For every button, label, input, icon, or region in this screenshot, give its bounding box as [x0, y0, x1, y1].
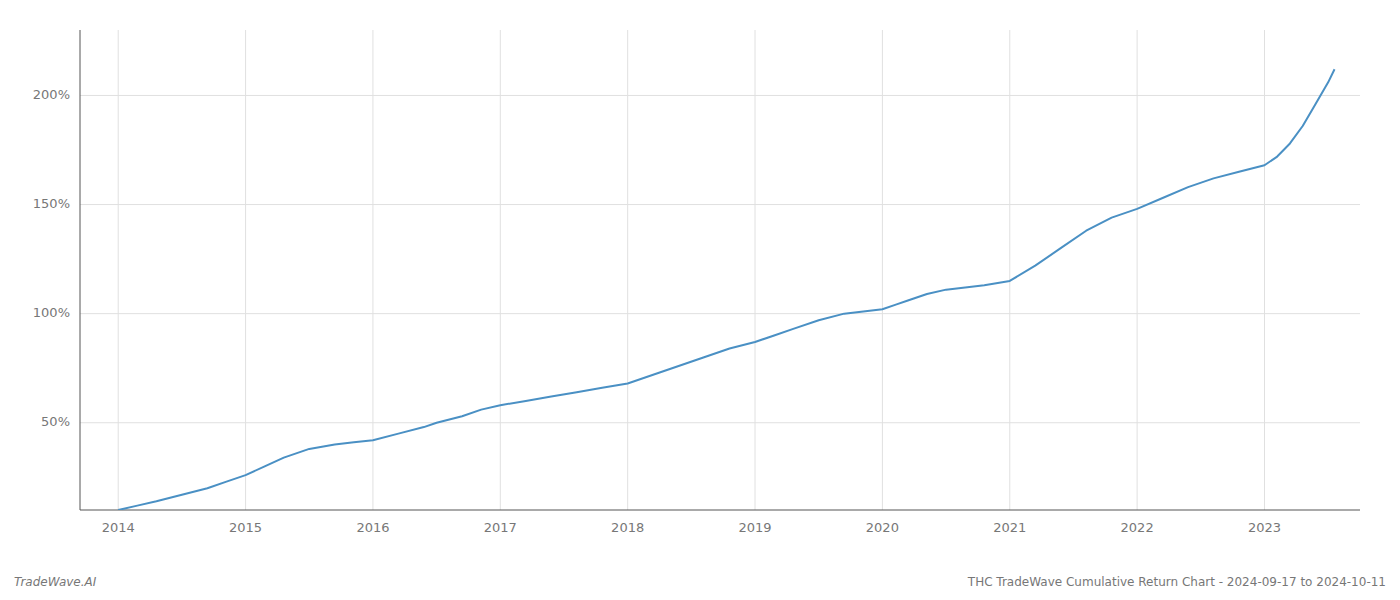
- x-tick-label: 2018: [611, 520, 644, 535]
- grid-line-x: [245, 30, 246, 510]
- y-tick-label: 150%: [33, 196, 70, 211]
- grid: [80, 30, 1360, 510]
- x-tick-label: 2023: [1248, 520, 1281, 535]
- y-axis-line: [80, 30, 81, 510]
- axes: 50% 100% 150% 200% 2014 2015 2016 2017 2018 2019 2…: [33, 30, 1360, 535]
- x-tick-label: 2017: [484, 520, 517, 535]
- x-tick-label: 2022: [1121, 520, 1154, 535]
- grid-line-x: [1137, 30, 1138, 510]
- grid-line-x: [882, 30, 883, 510]
- grid-line-x: [755, 30, 756, 510]
- x-axis-line: [80, 510, 1360, 511]
- plot-area: [118, 69, 1334, 510]
- texts: TradeWave.AI THC TradeWave Cumulative Ret…: [14, 575, 1386, 589]
- y-tick-label: 100%: [33, 305, 70, 320]
- grid-line-y: [80, 204, 1360, 205]
- grid-line-y: [80, 313, 1360, 314]
- grid-line-y: [80, 95, 1360, 96]
- grid-line-y: [80, 422, 1360, 423]
- x-tick-label: 2015: [229, 520, 262, 535]
- x-tick-label: 2014: [102, 520, 135, 535]
- grid-line-x: [118, 30, 119, 510]
- y-tick-label: 50%: [41, 414, 70, 429]
- y-tick-label: 200%: [33, 87, 70, 102]
- watermark: TradeWave.AI: [14, 575, 97, 589]
- grid-line-x: [372, 30, 373, 510]
- chart: 50% 100% 150% 200% 2014 2015 2016 2017 2018 2019 2…: [0, 0, 1400, 600]
- grid-line-x: [1264, 30, 1265, 510]
- title: THC TradeWave Cumulative Return Chart - …: [967, 575, 1386, 589]
- grid-line-x: [1009, 30, 1010, 510]
- x-tick-label: 2019: [738, 520, 771, 535]
- grid-line-x: [627, 30, 628, 510]
- grid-line-x: [500, 30, 501, 510]
- x-tick-label: 2021: [993, 520, 1026, 535]
- x-tick-label: 2020: [866, 520, 899, 535]
- line: [118, 69, 1334, 510]
- x-tick-label: 2016: [356, 520, 389, 535]
